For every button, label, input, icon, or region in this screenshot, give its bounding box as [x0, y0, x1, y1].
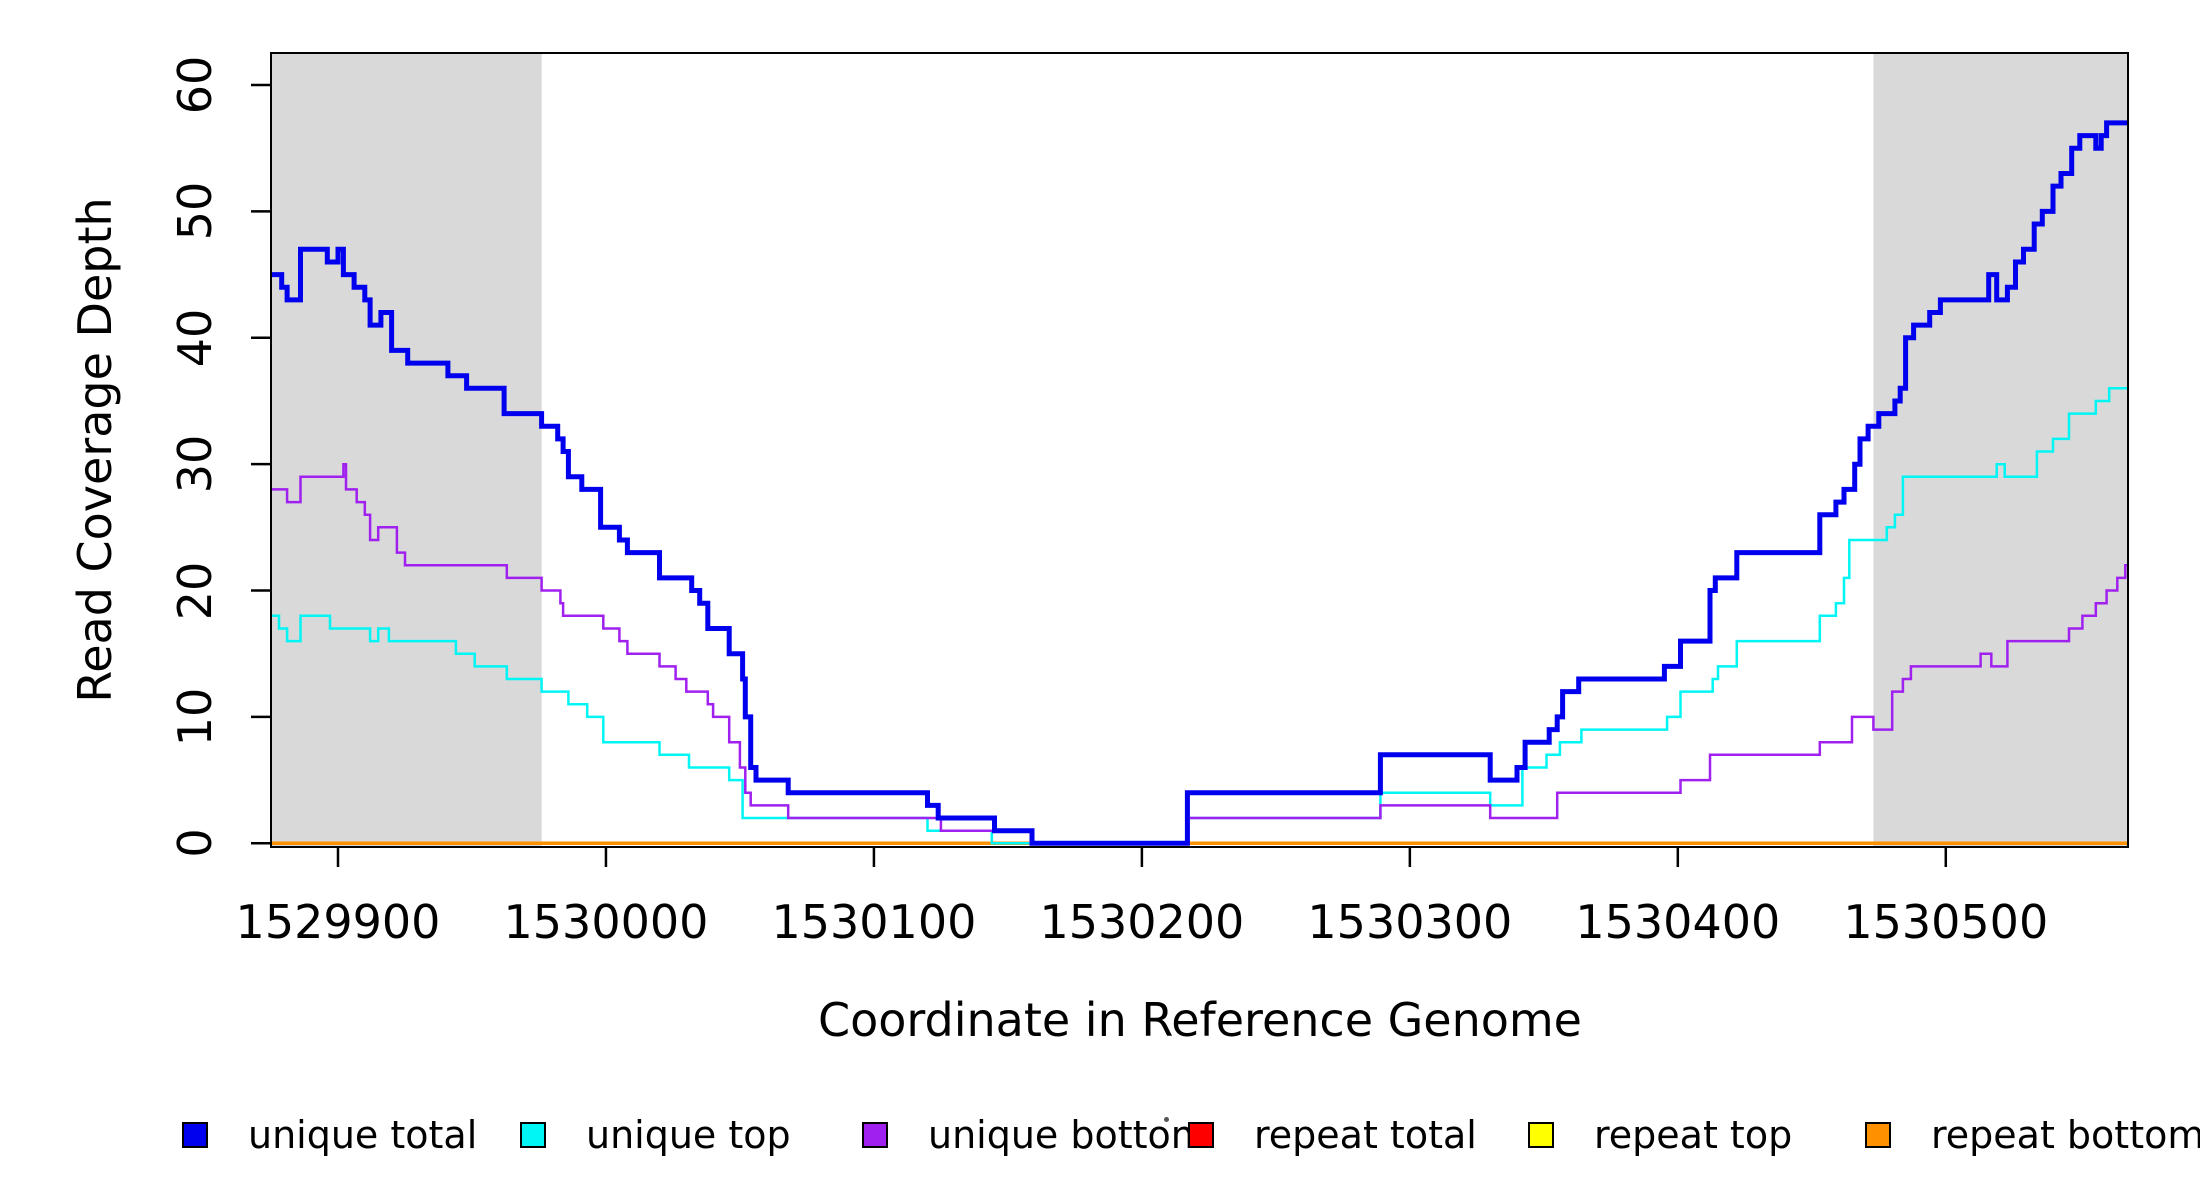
legend-label: unique bottom: [928, 1113, 1208, 1157]
y-tick-label: 10: [168, 687, 222, 747]
legend-swatch-repeat-bottom: [1865, 1122, 1891, 1148]
x-axis-title: Coordinate in Reference Genome: [818, 993, 1582, 1047]
legend-swatch-repeat-top: [1528, 1122, 1554, 1148]
legend-label: unique top: [586, 1113, 791, 1157]
series-unique-total: [271, 120, 2128, 846]
legend-item-unique-bottom: unique bottom: [862, 1108, 1208, 1162]
shaded-region: [1873, 53, 2128, 847]
legend-item-repeat-total: repeat total: [1188, 1108, 1477, 1162]
plot-box: [270, 52, 2129, 848]
x-tick-label: 1530100: [771, 895, 977, 949]
chart-legend: unique total unique top unique bottom re…: [0, 1108, 2200, 1168]
y-tick-label: 30: [168, 434, 222, 494]
x-tick-label: 1530300: [1307, 895, 1513, 949]
y-tick-label: 0: [168, 828, 222, 858]
shaded-region: [271, 53, 542, 847]
legend-label: repeat total: [1254, 1113, 1477, 1157]
legend-item-repeat-top: repeat top: [1528, 1108, 1792, 1162]
legend-label: repeat top: [1594, 1113, 1793, 1157]
y-tick-label: 60: [168, 55, 222, 115]
legend-swatch-repeat-total: [1188, 1122, 1214, 1148]
x-tick-label: 1530200: [1039, 895, 1245, 949]
y-tick-label: 50: [168, 182, 222, 241]
y-axis-title: Read Coverage Depth: [68, 197, 122, 703]
x-tick-label: 1530400: [1575, 895, 1781, 949]
legend-swatch-unique-total: [182, 1122, 208, 1148]
legend-item-unique-top: unique top: [520, 1108, 791, 1162]
series-unique-top: [271, 387, 2128, 845]
legend-item-unique-total: unique total: [182, 1108, 477, 1162]
x-tick-label: 1530500: [1843, 895, 2049, 949]
legend-swatch-unique-top: [520, 1122, 546, 1148]
x-tick-label: 1529900: [235, 895, 441, 949]
legend-label: unique total: [248, 1113, 478, 1157]
y-tick-label: 20: [168, 561, 222, 620]
legend-item-repeat-bottom: repeat bottom: [1865, 1108, 2200, 1162]
legend-swatch-unique-bottom: [862, 1122, 888, 1148]
x-tick-label: 1530000: [503, 895, 709, 949]
legend-label: repeat bottom: [1931, 1113, 2200, 1157]
series-unique-bottom: [271, 462, 2128, 845]
stray-dot-artifact: [1164, 1117, 1169, 1122]
y-tick-label: 40: [168, 308, 222, 368]
